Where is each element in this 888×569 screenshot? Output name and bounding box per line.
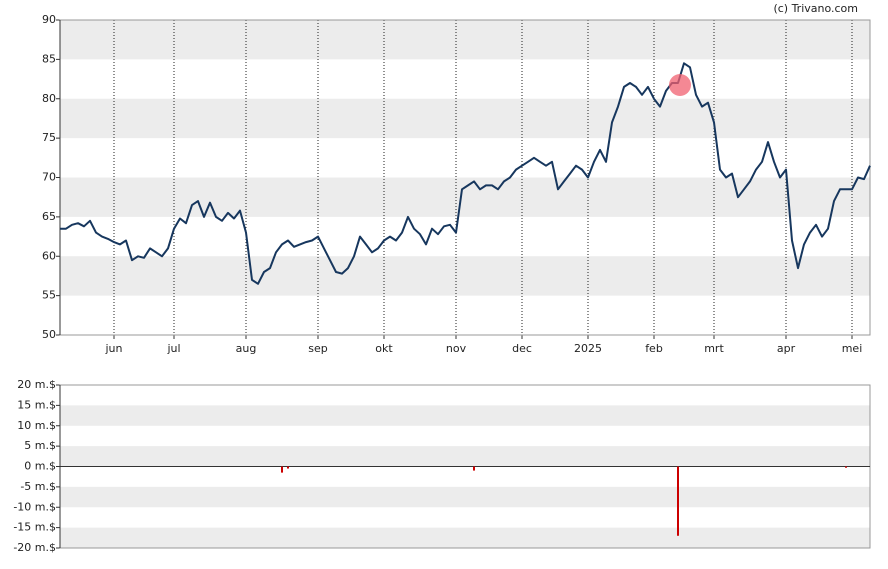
- x-tick-label: dec: [512, 342, 532, 355]
- y-tick-label: -20 m.$: [13, 541, 56, 554]
- bar: [281, 466, 283, 473]
- x-tick-label: okt: [375, 342, 393, 355]
- x-tick-label: feb: [645, 342, 663, 355]
- y-tick-label: 60: [42, 249, 56, 262]
- x-tick-label: apr: [777, 342, 796, 355]
- x-tick-label: sep: [308, 342, 327, 355]
- y-tick-label: 5 m.$: [24, 439, 56, 452]
- y-tick-label: 90: [42, 13, 56, 26]
- y-tick-label: 0 m.$: [24, 460, 56, 473]
- y-tick-label: 85: [42, 52, 56, 65]
- x-tick-label: nov: [446, 342, 467, 355]
- x-tick-label: mrt: [704, 342, 724, 355]
- y-tick-label: 70: [42, 171, 56, 184]
- x-tick-label: 2025: [574, 342, 602, 355]
- x-tick-label: aug: [236, 342, 257, 355]
- y-tick-label: 15 m.$: [17, 398, 56, 411]
- grid-band: [60, 446, 870, 467]
- bar: [677, 466, 679, 536]
- bar: [845, 466, 847, 468]
- grid-band: [60, 20, 870, 60]
- x-tick-label: jul: [166, 342, 180, 355]
- bar: [287, 466, 289, 469]
- grid-band: [60, 486, 870, 508]
- y-tick-label: -15 m.$: [13, 521, 56, 534]
- y-tick-label: -10 m.$: [13, 500, 56, 513]
- grid-band: [60, 98, 870, 139]
- bar: [473, 466, 475, 471]
- price-line: [60, 62, 871, 285]
- x-tick-label: mei: [842, 342, 863, 355]
- y-tick-label: 10 m.$: [17, 419, 56, 432]
- grid-band: [60, 256, 870, 296]
- y-tick-label: 50: [42, 328, 56, 341]
- y-tick-label: 55: [42, 289, 56, 302]
- y-tick-label: 75: [42, 131, 56, 144]
- grid-band: [60, 527, 870, 548]
- x-tick-label: jun: [105, 342, 123, 355]
- y-tick-label: -5 m.$: [20, 480, 56, 493]
- y-tick-label: 80: [42, 92, 56, 105]
- y-tick-label: 20 m.$: [17, 378, 56, 391]
- chart-title: (c) Trivano.com: [773, 2, 858, 15]
- grid-band: [60, 405, 870, 426]
- highlight-marker: [669, 74, 691, 96]
- y-tick-label: 65: [42, 210, 56, 223]
